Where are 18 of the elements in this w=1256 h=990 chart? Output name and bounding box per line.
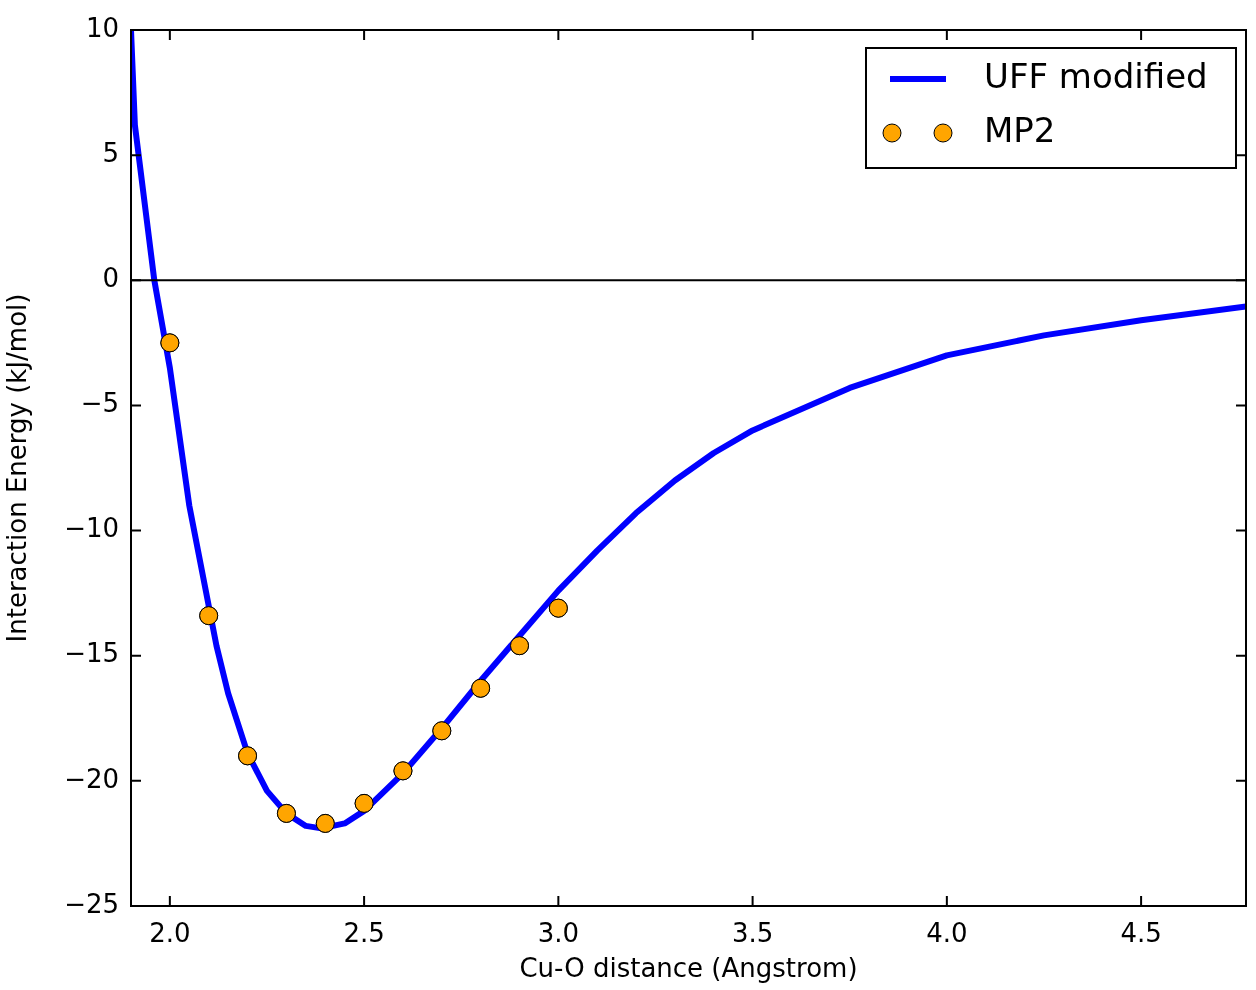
x-tick-label: 3.0 — [537, 918, 580, 949]
x-axis-title: Cu-O distance (Angstrom) — [519, 953, 858, 984]
x-tick-label: 3.5 — [731, 918, 774, 949]
y-tick-label: −10 — [64, 513, 119, 544]
legend-label: MP2 — [984, 109, 1056, 150]
x-tick-label: 2.5 — [343, 918, 385, 949]
y-tick-label: 5 — [102, 137, 119, 168]
x-tick-label: 2.0 — [149, 918, 191, 949]
x-tick-label: 4.5 — [1120, 918, 1162, 949]
y-tick-label: 10 — [85, 12, 119, 43]
y-tick-label: −15 — [64, 638, 119, 669]
y-tick-label: −5 — [80, 388, 119, 419]
y-axis-title: Interaction Energy (kJ/mol) — [2, 293, 33, 643]
legend-label: UFF modified — [984, 55, 1208, 96]
y-tick-label: 0 — [102, 263, 119, 294]
x-tick-label: 4.0 — [926, 918, 968, 949]
y-tick-label: −20 — [64, 763, 119, 794]
y-tick-label: −25 — [64, 888, 119, 919]
